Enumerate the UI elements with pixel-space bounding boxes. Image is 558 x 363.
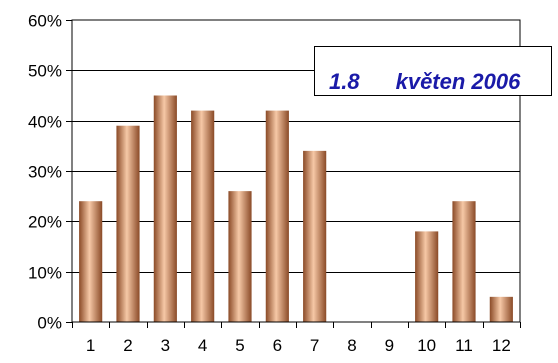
bar-11 bbox=[452, 201, 476, 322]
axes bbox=[66, 19, 521, 328]
x-tick-label: 7 bbox=[310, 336, 319, 355]
x-tick-label: 3 bbox=[161, 336, 170, 355]
x-tick-label: 11 bbox=[455, 336, 473, 355]
bar-2 bbox=[116, 125, 140, 322]
bar-5 bbox=[228, 191, 252, 322]
y-tick-label: 30% bbox=[28, 163, 62, 182]
y-tick-label: 40% bbox=[28, 113, 62, 132]
y-axis-tick-labels: 0% 10% 20% 30% 40% 50% 60% bbox=[28, 12, 62, 333]
gridlines bbox=[72, 70, 520, 273]
bar-4 bbox=[191, 110, 215, 322]
x-tick-label: 4 bbox=[198, 336, 207, 355]
x-tick-label: 9 bbox=[385, 336, 394, 355]
bar-1 bbox=[79, 201, 103, 322]
x-tick-label: 2 bbox=[123, 336, 132, 355]
y-tick-label: 50% bbox=[28, 62, 62, 81]
bars bbox=[79, 95, 513, 322]
x-tick-label: 8 bbox=[347, 336, 356, 355]
bar-10 bbox=[415, 231, 439, 322]
x-tick-label: 12 bbox=[492, 336, 511, 355]
x-tick-label: 5 bbox=[235, 336, 244, 355]
x-tick-label: 6 bbox=[273, 336, 282, 355]
bar-6 bbox=[265, 110, 289, 322]
x-tick-label: 1 bbox=[86, 336, 95, 355]
chart-title-box: 1.8 květen 2006 bbox=[314, 46, 552, 96]
chart-title-code: 1.8 bbox=[329, 69, 360, 94]
bar-7 bbox=[303, 150, 327, 322]
y-tick-label: 20% bbox=[28, 213, 62, 232]
bar-12 bbox=[489, 296, 513, 322]
x-tick-label: 10 bbox=[417, 336, 436, 355]
x-axis-tick-labels: 1 2 3 4 5 6 7 8 9 10 11 12 bbox=[86, 336, 511, 355]
y-tick-label: 10% bbox=[28, 264, 62, 283]
bar-3 bbox=[153, 95, 177, 322]
chart-title: 1.8 květen 2006 bbox=[329, 69, 520, 95]
y-tick-label: 0% bbox=[37, 314, 62, 333]
chart-title-date: květen 2006 bbox=[395, 69, 521, 94]
y-tick-label: 60% bbox=[28, 12, 62, 31]
